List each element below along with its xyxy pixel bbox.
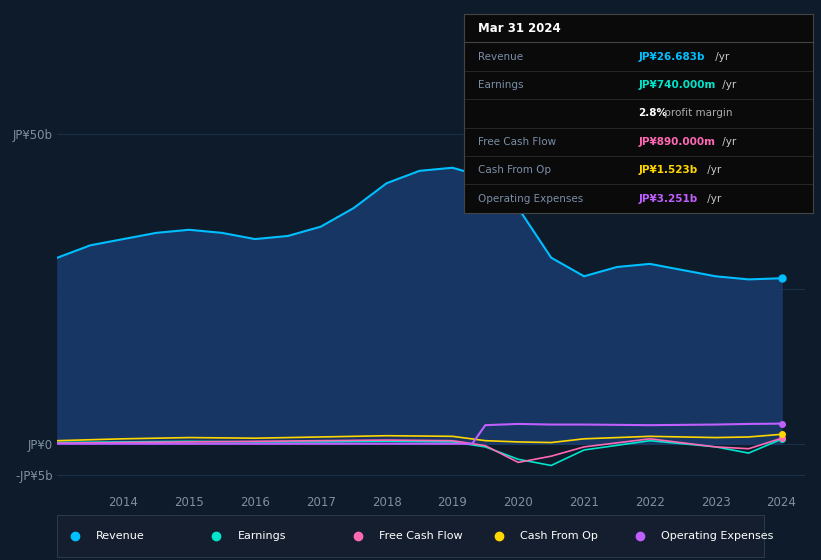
Text: Mar 31 2024: Mar 31 2024 [478,22,561,35]
Text: /yr: /yr [704,165,722,175]
Text: /yr: /yr [719,80,736,90]
Text: /yr: /yr [704,194,722,204]
Text: Revenue: Revenue [478,52,523,62]
Text: JP¥1.523b: JP¥1.523b [639,165,698,175]
Text: Operating Expenses: Operating Expenses [661,531,773,541]
Text: 2.8%: 2.8% [639,109,667,118]
Text: Free Cash Flow: Free Cash Flow [378,531,462,541]
Text: Cash From Op: Cash From Op [520,531,598,541]
Text: JP¥26.683b: JP¥26.683b [639,52,704,62]
Text: /yr: /yr [719,137,736,147]
Text: Earnings: Earnings [237,531,286,541]
Text: JP¥740.000m: JP¥740.000m [639,80,716,90]
Text: JP¥890.000m: JP¥890.000m [639,137,715,147]
Text: Cash From Op: Cash From Op [478,165,551,175]
Text: /yr: /yr [712,52,729,62]
Text: Earnings: Earnings [478,80,523,90]
Text: Operating Expenses: Operating Expenses [478,194,583,204]
Text: Revenue: Revenue [96,531,145,541]
Text: JP¥3.251b: JP¥3.251b [639,194,698,204]
Text: profit margin: profit margin [661,109,732,118]
Text: Free Cash Flow: Free Cash Flow [478,137,556,147]
